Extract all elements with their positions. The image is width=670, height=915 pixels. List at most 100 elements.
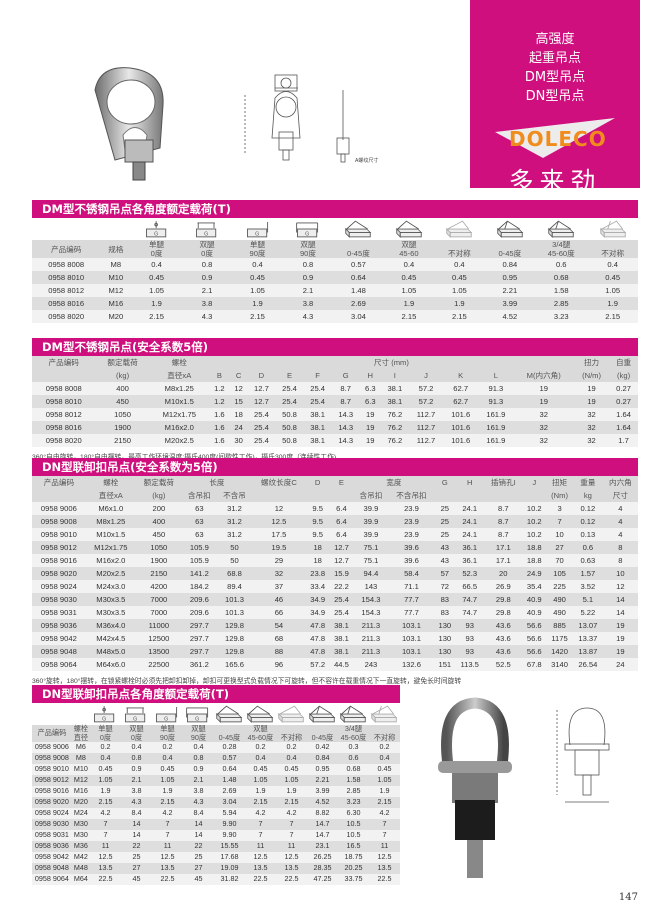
value-cell: 32	[574, 408, 610, 421]
double-leg-asym-icon	[446, 220, 473, 238]
value-cell: 6.4	[329, 515, 354, 528]
svg-text:G: G	[305, 232, 309, 238]
svg-text:G: G	[255, 232, 259, 238]
value-cell: 83	[434, 606, 456, 619]
value-cell: M8	[100, 258, 132, 271]
column-header: I	[380, 369, 409, 382]
value-cell: 3.99	[484, 297, 536, 310]
column-header	[32, 369, 96, 382]
column-header: 直径xA	[85, 489, 136, 502]
header-row: 产品编码 螺栓 额定载荷 长度 螺纹长度C D E 宽度 G H 插销孔I J 扭矩 重量 内六角	[32, 476, 638, 489]
value-cell: 2.69	[213, 786, 245, 797]
value-cell: 19	[602, 645, 638, 658]
product-code-cell: 0958 9030	[32, 819, 72, 830]
value-cell: 18.8	[522, 541, 547, 554]
product-code-cell: 0958 9024	[32, 808, 72, 819]
value-cell: M8	[71, 753, 90, 764]
single-leg-90-icon: G	[246, 222, 268, 238]
value-cell: 103.1	[388, 645, 435, 658]
value-cell: 18	[305, 541, 330, 554]
value-cell: 1.2	[208, 382, 230, 395]
double-leg-45-60-icon	[247, 705, 274, 723]
icon-cell	[213, 703, 245, 725]
value-cell: 0.45	[244, 764, 276, 775]
table-row: 0958 9048 M48x5.0 13500 297.7 129.8 88 47.8 38.…	[32, 645, 638, 658]
value-cell: 2.1	[181, 284, 233, 297]
product-code-cell: 0958 8020	[32, 434, 96, 447]
value-cell: 1.9	[89, 786, 121, 797]
value-cell: 12500	[135, 632, 182, 645]
column-header: 额定载荷	[135, 476, 182, 489]
value-cell: 101.3	[216, 606, 253, 619]
value-cell: 17.68	[213, 852, 245, 863]
table2-section: DM型不锈钢吊点(安全系数5倍) 产品编码 额定载荷 螺栓 尺寸 (mm) 扭力 自重 (k…	[32, 338, 638, 461]
column-header: F	[303, 369, 332, 382]
value-cell: 7	[368, 819, 400, 830]
value-cell: 18	[305, 554, 330, 567]
value-cell: 14.7	[306, 819, 338, 830]
double-leg-0-icon: G	[196, 222, 217, 238]
value-cell: M10x1.5	[149, 395, 209, 408]
value-cell: 1175	[546, 632, 573, 645]
value-cell: 32	[574, 434, 610, 447]
value-cell: 2.15	[587, 310, 638, 323]
value-cell: 46	[252, 593, 306, 606]
value-cell: 10.2	[522, 502, 547, 515]
value-cell: 0.42	[306, 742, 338, 753]
value-cell: 13.87	[572, 645, 603, 658]
column-header: 产品编码	[32, 476, 86, 489]
product-code-cell: 0958 9048	[32, 863, 72, 874]
value-cell: 0.4	[182, 742, 214, 753]
value-cell: 17.5	[252, 528, 306, 541]
value-cell: 14	[120, 830, 152, 841]
table4-title: DN型联卸扣吊点各角度额定载荷(T)	[32, 685, 400, 703]
value-cell: 7	[244, 819, 276, 830]
value-cell: 43.6	[484, 619, 523, 632]
value-cell: 33.4	[305, 580, 330, 593]
value-cell: 13.5	[368, 863, 400, 874]
column-header: 直径xA	[149, 369, 209, 382]
column-header: 3/4腿 45-60度	[535, 240, 588, 258]
product-code-cell: 0958 9024	[32, 580, 86, 593]
column-header: 扭矩	[546, 476, 573, 489]
value-cell: 96	[252, 658, 306, 671]
table-row: 0958 9064 M64x6.0 22500 361.2 165.6 96 57.2 44.…	[32, 658, 638, 671]
value-cell: 2150	[95, 434, 150, 447]
value-cell: 9.90	[213, 819, 245, 830]
value-cell: 0.27	[609, 382, 638, 395]
value-cell: 0.68	[337, 764, 369, 775]
value-cell: 5.22	[572, 606, 603, 619]
value-cell: 19	[359, 408, 381, 421]
thread-size-label: A螺纹尺寸	[355, 157, 378, 164]
value-cell: 12.5	[275, 852, 307, 863]
icon-cell: G	[232, 218, 283, 240]
product-code-cell: 0958 9010	[32, 528, 86, 541]
value-cell: 10	[602, 567, 638, 580]
value-cell: 0.6	[337, 753, 369, 764]
header-row: 直径xA (kg) 含吊扣 不含吊 含吊扣 不含吊扣 (Nm) kg 尺寸	[32, 489, 638, 502]
value-cell: 1.48	[333, 284, 384, 297]
brand-line: 高强度	[535, 32, 575, 47]
value-cell: 52.5	[484, 658, 523, 671]
value-cell: 3.23	[535, 310, 588, 323]
product-code-cell: 0958 9064	[32, 658, 86, 671]
multi-leg-asym-icon	[371, 705, 398, 723]
value-cell: 66	[252, 606, 306, 619]
column-header: 双腿 90度	[282, 240, 334, 258]
value-cell: 39.9	[353, 502, 389, 515]
value-cell: 103.1	[388, 619, 435, 632]
value-cell: M24x3.0	[85, 580, 136, 593]
value-cell: M20x2.5	[149, 434, 209, 447]
value-cell: 8	[602, 554, 638, 567]
value-cell: 0.2	[151, 742, 183, 753]
value-cell: 0.45	[587, 271, 638, 284]
value-cell: 14	[602, 606, 638, 619]
value-cell: 19	[602, 619, 638, 632]
value-cell: 143	[353, 580, 389, 593]
value-cell: 8.7	[331, 382, 360, 395]
value-cell: M12	[71, 775, 90, 786]
value-cell: 297.7	[181, 645, 217, 658]
value-cell: 27	[120, 863, 152, 874]
value-cell: 0.9	[182, 764, 214, 775]
value-cell: 0.45	[434, 271, 485, 284]
